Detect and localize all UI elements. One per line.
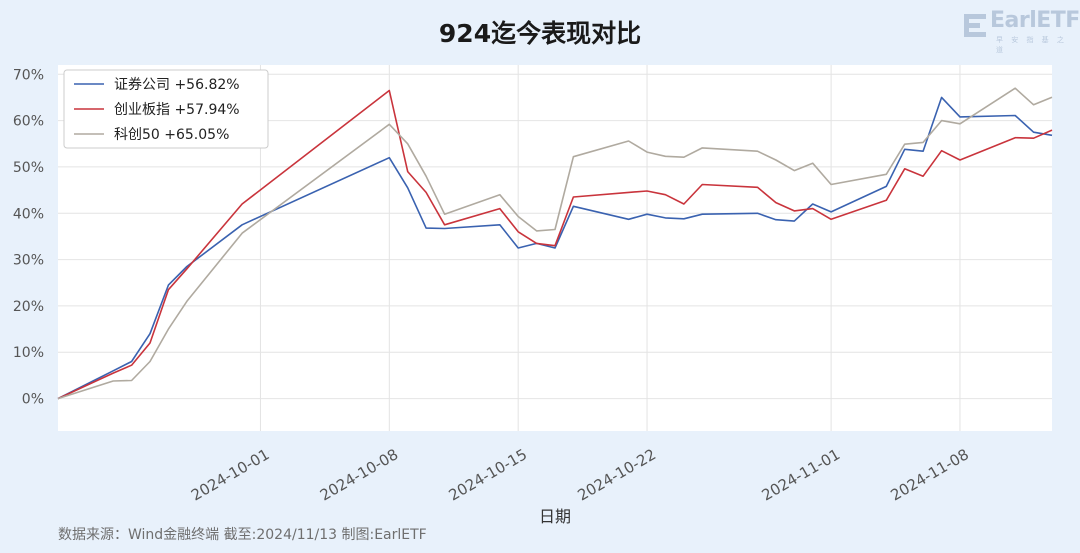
x-tick-label: 2024-10-15 — [446, 445, 531, 504]
earletf-logo: EarlETF 早 安 指 基 之 道 — [960, 8, 1080, 54]
y-tick-label: 40% — [13, 206, 44, 222]
x-tick-label: 2024-10-01 — [188, 445, 273, 504]
x-axis-ticks: 2024-10-01 2024-10-08 2024-10-15 2024-10-22… — [188, 445, 972, 504]
legend-box — [63, 69, 269, 149]
y-tick-label: 70% — [13, 67, 44, 83]
x-tick-label: 2024-10-08 — [317, 445, 402, 504]
source-note: 数据来源：Wind金融终端 截至:2024/11/13 制图:EarlETF — [58, 527, 427, 543]
legend-label: 科创50 +65.05% — [114, 127, 229, 143]
x-tick-label: 2024-11-01 — [759, 445, 844, 504]
chart-title: 924迄今表现对比 — [438, 19, 642, 48]
y-tick-label: 0% — [22, 392, 44, 408]
grid-lines — [58, 65, 1052, 431]
x-tick-label: 2024-10-22 — [575, 445, 660, 504]
series-line-创业板指 — [57, 89, 1053, 400]
series-line-证券公司 — [57, 96, 1053, 400]
y-tick-label: 60% — [13, 114, 44, 130]
x-axis-label: 日期 — [539, 507, 571, 526]
logo-text: EarlETF — [990, 8, 1080, 33]
y-tick-label: 50% — [13, 160, 44, 176]
logo-subtitle: 早 安 指 基 之 道 — [996, 36, 1067, 54]
logo-mark-icon — [964, 14, 986, 37]
series-line-科创50 — [57, 87, 1053, 400]
y-tick-label: 10% — [13, 345, 44, 361]
y-tick-label: 20% — [13, 299, 44, 315]
legend: 证券公司 +56.82% 创业板指 +57.94% 科创50 +65.05% — [63, 69, 269, 149]
legend-label: 证券公司 +56.82% — [114, 77, 240, 93]
series-lines — [57, 87, 1053, 400]
x-tick-label: 2024-11-08 — [887, 445, 972, 504]
y-tick-label: 30% — [13, 253, 44, 269]
legend-label: 创业板指 +57.94% — [114, 102, 240, 118]
y-axis-ticks: 0% 10% 20% 30% 40% 50% 60% 70% — [13, 67, 44, 407]
